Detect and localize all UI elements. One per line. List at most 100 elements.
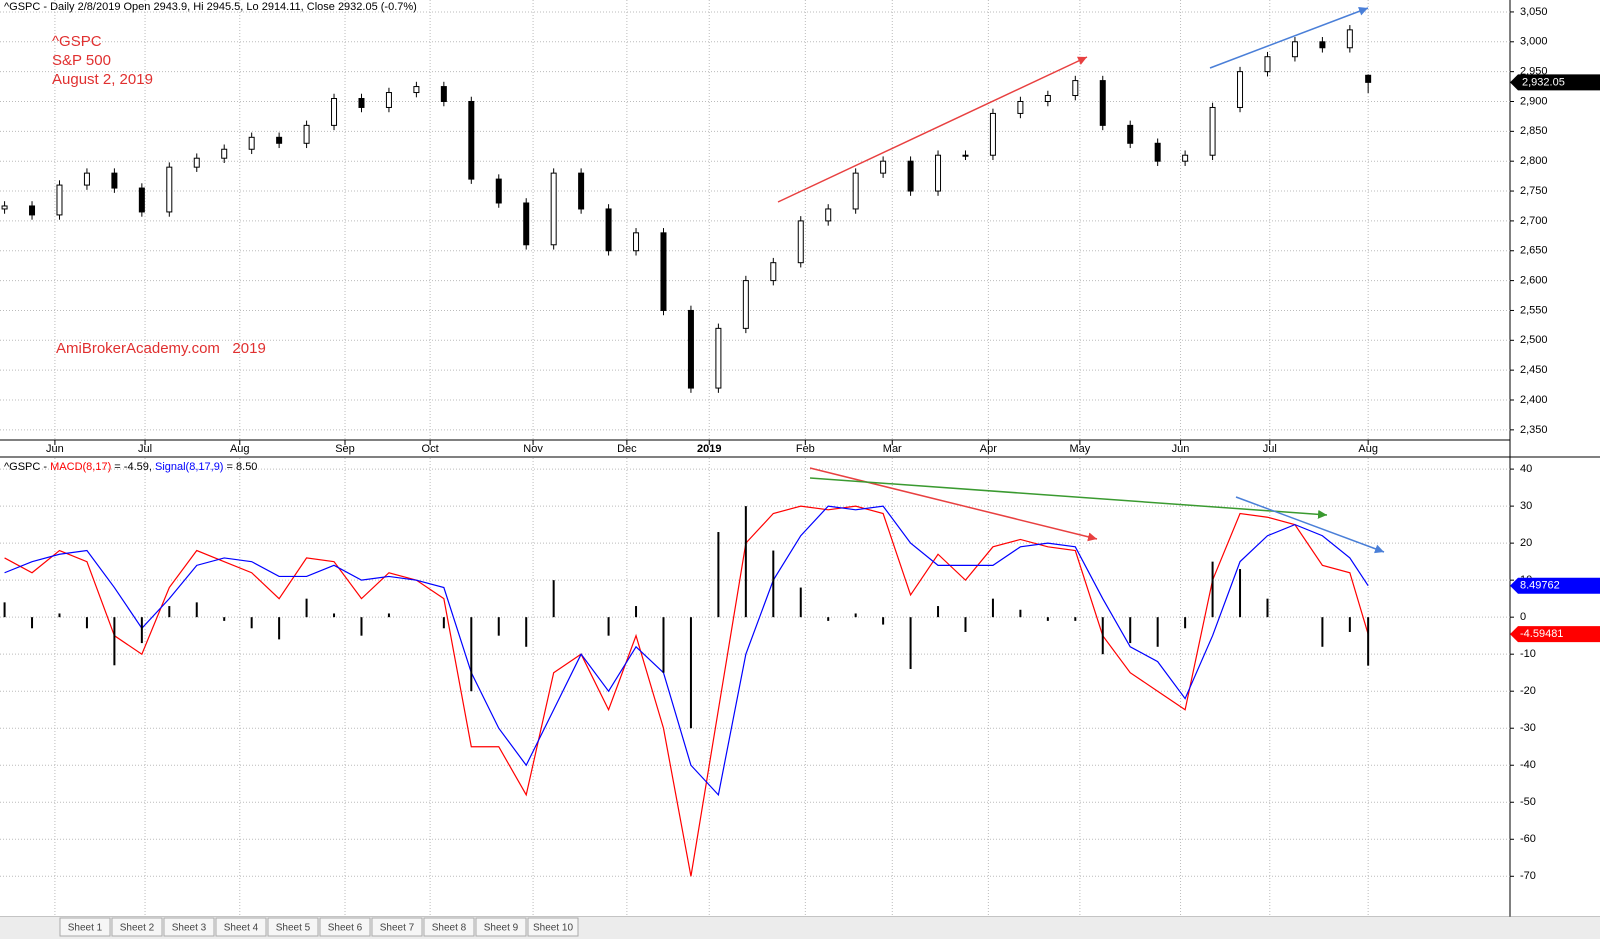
histogram-bar [799,587,802,618]
tab [215,917,267,937]
histogram-bar [1321,617,1324,647]
tab-label: Sheet 3 [172,923,207,934]
histogram-bar [1367,617,1370,666]
histogram-bar [689,617,692,729]
candle-body [1127,124,1134,144]
candle-body [1346,29,1353,49]
candle-body [715,327,722,389]
candle-body [1,205,8,210]
title-part: = -4.59, [111,461,155,473]
histogram-bar [1046,617,1049,621]
histogram-bar [635,606,638,618]
histogram-bar [717,532,720,618]
x-tick-label: May [1069,443,1090,455]
candle-body [111,172,118,189]
candle-body [1264,56,1271,73]
histogram-bar [278,617,281,640]
candle-body [660,232,667,311]
trend-line [1235,496,1385,554]
histogram-bar [909,617,912,669]
y-tick-label: 2,700 [1520,215,1548,227]
x-tick-label: Sep [335,443,355,455]
x-tick-label: Mar [883,443,902,455]
value-tag-label: 2,932.05 [1522,76,1565,88]
candle-body [1099,80,1106,126]
histogram-bar [882,617,885,625]
x-tick-label: Nov [523,443,543,455]
candle-body [248,136,255,150]
candle-body [385,92,392,108]
histogram-bar [991,598,994,618]
x-tick-label: Dec [617,443,637,455]
candle-body [193,157,200,168]
candle-body [852,172,859,210]
y-tick-label: 2,550 [1520,304,1548,316]
y-tick-label: 2,400 [1520,394,1548,406]
histogram-bar [333,613,336,618]
histogram-bar [964,617,967,632]
y-tick-label: -30 [1520,722,1536,734]
histogram-bar [250,617,253,629]
histogram-bar [58,613,61,618]
trend-line [777,56,1088,203]
histogram-bar [1239,569,1242,618]
candle-body [1319,41,1326,49]
y-tick-label: 0 [1520,611,1526,623]
candle-body [468,100,475,180]
tab [475,917,527,937]
histogram-bar [1184,617,1187,629]
candle-body [907,160,914,192]
candle-body [1044,95,1051,102]
y-tick-label: 2,900 [1520,95,1548,107]
candle-body [221,148,228,159]
histogram-bar [1266,598,1269,618]
tab [111,917,163,937]
y-tick-label: 2,600 [1520,275,1548,287]
candle-body [1017,100,1024,114]
tab [371,917,423,937]
candle-body [276,136,283,144]
candle-body [83,172,90,186]
histogram-bar [1348,617,1351,632]
histogram-bar [31,617,34,629]
tab-label: Sheet 5 [276,923,311,934]
y-tick-label: -20 [1520,685,1536,697]
title-part: MACD(8,17) [50,461,111,473]
histogram-bar [113,617,116,666]
tab [267,917,319,937]
histogram-bar [140,617,143,644]
candle-body [605,208,612,252]
candle-body [989,112,996,156]
candle-body [303,124,310,144]
candle-body [550,172,557,246]
histogram-bar [937,606,940,618]
histogram-bar [1074,617,1077,621]
y-tick-label: -60 [1520,833,1536,845]
y-tick-label: 2,500 [1520,334,1548,346]
candle-body [1291,41,1298,58]
candle-body [358,98,365,108]
y-tick-label: 20 [1520,537,1532,549]
candle-body [495,178,502,204]
x-tick-label: Apr [980,443,997,455]
histogram-bar [195,602,198,618]
histogram-bar [772,550,775,618]
candle-body [413,86,420,94]
value-tag [1510,74,1600,91]
macd-title: ^GSPC - MACD(8,17) = -4.59, Signal(8,17,… [4,461,257,473]
y-tick-label: 2,350 [1520,424,1548,436]
histogram-bar [1101,617,1104,655]
y-tick-label: -50 [1520,796,1536,808]
candle-body [331,98,338,126]
histogram-bar [552,580,555,618]
tab-label: Sheet 7 [380,923,415,934]
value-tag [1510,577,1600,594]
candle-body [633,232,640,252]
y-tick-label: 2,800 [1520,155,1548,167]
tab-label: Sheet 8 [432,923,467,934]
candle-body [138,187,145,213]
histogram-bar [744,506,747,618]
histogram-bar [1019,609,1022,618]
